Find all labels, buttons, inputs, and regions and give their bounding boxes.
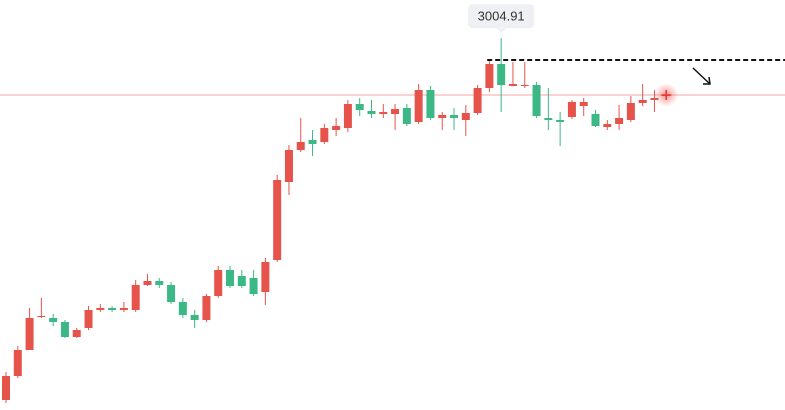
candle-body (273, 180, 282, 260)
candle-body (473, 88, 482, 113)
high-label-box (468, 4, 535, 29)
candle-body (284, 150, 293, 182)
candle-body (2, 376, 10, 400)
candle-body (485, 64, 494, 88)
candle-body (414, 90, 423, 122)
candle-body (402, 108, 411, 124)
candle-body (391, 109, 400, 114)
candle-body (119, 308, 128, 310)
candle-body (226, 270, 235, 286)
candle-body (544, 118, 553, 120)
high-label-pointer (496, 28, 507, 34)
candle-body (520, 85, 529, 86)
high-label: 3004.91 (478, 9, 525, 24)
candle-body (296, 142, 305, 150)
candle-body (343, 104, 352, 128)
candle-body (450, 115, 459, 118)
candle-body (214, 270, 223, 296)
candle-body (367, 111, 376, 114)
candle-body (249, 278, 258, 294)
candle-body (497, 64, 506, 85)
candle-body (579, 102, 588, 106)
candle-body (567, 102, 576, 117)
candle-body (108, 308, 117, 310)
candle-body (615, 118, 624, 124)
candle-body (131, 285, 140, 310)
candle-body (379, 112, 388, 114)
candle-body (438, 115, 447, 118)
candle-body (72, 330, 81, 337)
candle-body (84, 310, 93, 328)
candle-body (591, 114, 600, 126)
candle-body (167, 285, 176, 302)
candle-body (626, 103, 635, 120)
candle-body (355, 104, 364, 110)
candle-body (178, 302, 187, 315)
candle-body (532, 85, 541, 116)
arrow (692, 67, 711, 85)
candle-body (237, 276, 246, 286)
candle-body (603, 124, 612, 127)
candle-body (261, 262, 270, 292)
candle-body (508, 84, 517, 86)
arrow-head (703, 76, 711, 85)
candle-body (25, 318, 34, 350)
candle-body (155, 281, 164, 285)
plot: 3004.91 (0, 4, 785, 403)
candle-body (426, 90, 435, 118)
candle-body (320, 128, 329, 142)
candle-body (96, 308, 105, 310)
candle-body (37, 316, 46, 317)
candle-body (143, 281, 152, 285)
candle-body (650, 98, 659, 100)
candle-body (49, 318, 58, 322)
candle-body (202, 296, 211, 320)
candle-body (638, 100, 647, 103)
candle-body (60, 322, 69, 337)
candle-body (556, 120, 565, 122)
candle-body (461, 113, 470, 120)
candle-body (190, 315, 199, 320)
candle-body (13, 350, 22, 376)
candle-body (308, 140, 317, 144)
candle-body (332, 126, 341, 130)
